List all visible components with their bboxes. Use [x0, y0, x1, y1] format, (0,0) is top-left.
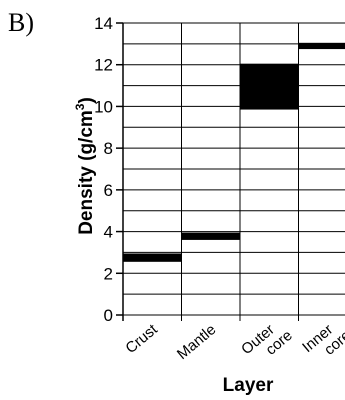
grid-lines	[123, 22, 345, 316]
y-tick-label: 8	[104, 139, 113, 158]
y-tick-label: 14	[94, 14, 113, 33]
panel-label: B)	[8, 8, 34, 37]
x-tick-label: Mantle	[174, 321, 219, 363]
range-bar	[240, 63, 299, 110]
range-bar	[123, 253, 182, 262]
y-tick-label: 4	[104, 223, 113, 242]
y-tick-labels: 0 2 4 6 8 10 12 14	[94, 14, 113, 325]
x-tick-label-line: Mantle	[174, 321, 219, 363]
y-axis-label-sup: 3	[73, 103, 87, 110]
x-tick-label-line: Crust	[122, 321, 161, 358]
x-tick-label: Innercore	[299, 315, 345, 369]
y-tick-label: 6	[104, 181, 113, 200]
y-tick-label: 0	[104, 306, 113, 325]
axes	[116, 22, 299, 321]
range-bar	[298, 42, 345, 50]
x-axis-label: Layer	[223, 375, 274, 396]
y-axis-label: Density (g/cm3)	[73, 97, 97, 235]
range-bars	[123, 42, 345, 262]
y-axis-label-main: Density (g/cm	[76, 110, 97, 235]
x-tick-labels: Crust Mantle Outercore Innercore	[122, 315, 345, 371]
y-tick-label: 2	[104, 264, 113, 283]
x-tick-label: Outercore	[238, 315, 296, 371]
y-tick-label: 10	[94, 97, 113, 116]
y-tick-label: 12	[94, 56, 113, 75]
range-bar	[181, 232, 240, 240]
x-tick-label: Crust	[122, 321, 161, 358]
y-axis-label-close: )	[76, 97, 97, 103]
